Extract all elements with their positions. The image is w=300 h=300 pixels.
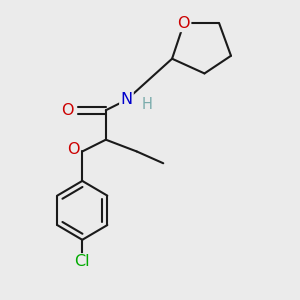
Text: Cl: Cl [74, 254, 90, 269]
Text: H: H [142, 97, 152, 112]
Text: O: O [178, 16, 190, 31]
Text: O: O [67, 142, 79, 158]
Text: O: O [61, 103, 74, 118]
Text: N: N [120, 92, 133, 107]
